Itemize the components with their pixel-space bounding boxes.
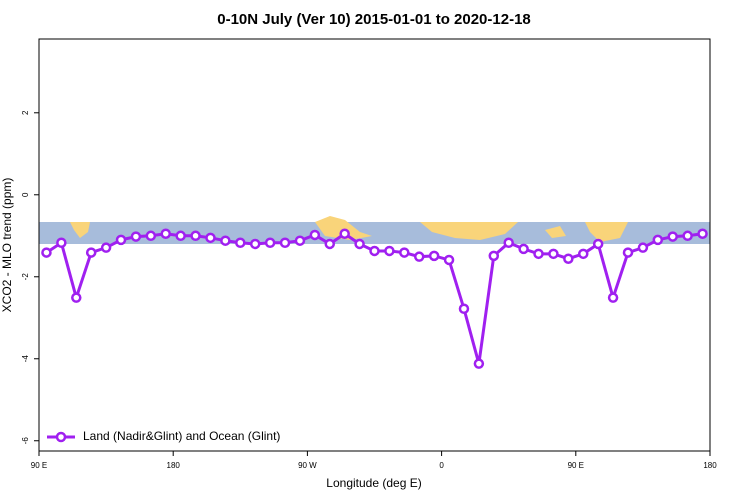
point (652, 234, 664, 246)
point (100, 242, 112, 253)
point (458, 303, 470, 314)
point (190, 230, 201, 242)
point (384, 245, 395, 257)
point (622, 247, 634, 258)
point (399, 247, 410, 258)
point (369, 245, 380, 257)
plot-frame (38, 38, 711, 452)
point (115, 234, 127, 246)
point (220, 235, 231, 246)
point (354, 238, 365, 250)
point (145, 230, 157, 242)
point (428, 250, 440, 262)
x-tick-label: 0 (439, 461, 444, 470)
point (443, 254, 455, 266)
point (413, 251, 425, 262)
y-tick-label: -2 (21, 273, 30, 281)
y-tick-label: 2 (21, 110, 30, 115)
legend-point (55, 431, 67, 443)
point (235, 237, 246, 248)
x-tick-label: 90 W (298, 461, 317, 470)
point (473, 358, 485, 369)
x-tick-label: 90 E (31, 461, 47, 470)
point (279, 237, 291, 248)
point (294, 235, 306, 246)
point (697, 228, 708, 239)
y-axis-label: XCO2 - MLO trend (ppm) (0, 178, 14, 313)
point (160, 228, 171, 239)
point (682, 230, 693, 242)
x-axis-label: Longitude (deg E) (326, 476, 421, 490)
x-tick-label: 90 E (568, 461, 584, 470)
point (85, 247, 97, 258)
point (637, 242, 649, 253)
x-tick-label: 180 (167, 461, 181, 470)
point (175, 230, 186, 242)
point (607, 292, 619, 303)
point (324, 238, 336, 250)
point (205, 232, 216, 244)
point (56, 237, 67, 248)
point (249, 238, 261, 250)
y-tick-label: -4 (21, 355, 30, 363)
point (71, 292, 82, 303)
point (488, 250, 500, 262)
point (339, 228, 350, 239)
point (264, 237, 276, 248)
point (592, 238, 604, 250)
point (533, 248, 544, 260)
point (503, 237, 514, 248)
y-tick-label: 0 (21, 192, 30, 197)
point (41, 247, 52, 258)
chart-title: 0-10N July (Ver 10) 2015-01-01 to 2020-1… (217, 11, 531, 28)
legend-label: Land (Nadir&Glint) and Ocean (Glint) (83, 429, 280, 443)
point (667, 231, 678, 242)
y-tick-label: -6 (21, 437, 30, 445)
point (563, 253, 574, 264)
x-tick-label: 180 (703, 461, 717, 470)
point (518, 243, 529, 255)
point (309, 229, 321, 241)
point (548, 248, 559, 260)
point (578, 248, 589, 260)
point (130, 231, 142, 242)
